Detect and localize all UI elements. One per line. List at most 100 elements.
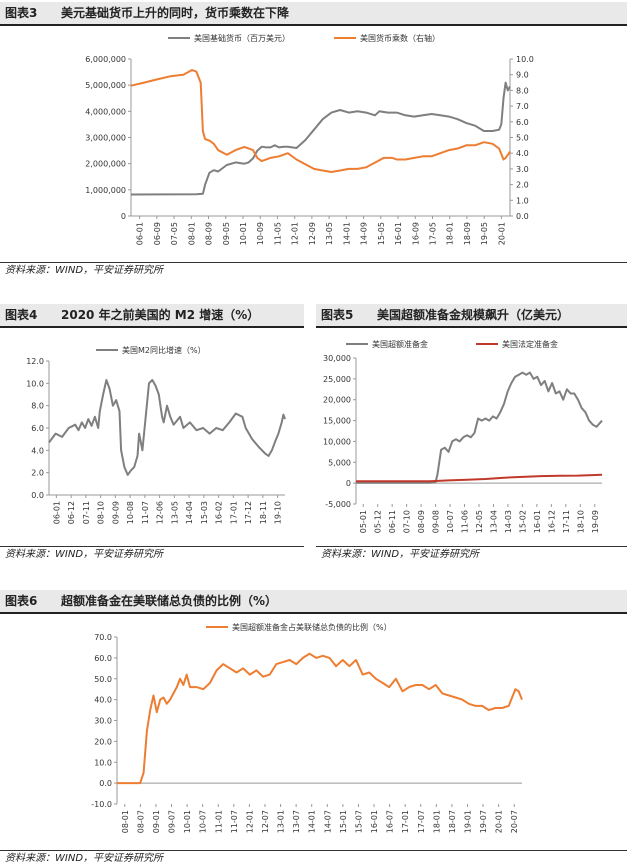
y-tick-label: 30.0 [94, 717, 112, 726]
x-tick-label: 18-07 [448, 810, 457, 833]
y-tick-label: 0 [346, 479, 351, 488]
x-tick-label: 14-01 [308, 810, 317, 833]
y-tick-label: -10.0 [91, 800, 112, 809]
x-tick-label: 12-09 [308, 222, 317, 245]
y-tick-label-right: 4.0 [516, 149, 529, 158]
y-tick-label: 1,000,000 [85, 186, 126, 195]
x-tick-label: 16-01 [533, 510, 542, 533]
y-tick-label: 10,000 [323, 437, 351, 446]
y-tick-label: 5,000,000 [85, 81, 126, 90]
x-tick-label: 14-03 [504, 510, 513, 533]
x-tick-label: 06-01 [52, 501, 61, 524]
y-tick-label-right: 5.0 [516, 134, 529, 143]
y-tick-label: 25,000 [323, 375, 351, 384]
x-tick-label: 05-12 [374, 510, 383, 533]
x-tick-label: 18-11 [259, 501, 268, 524]
y-tick-label: 8.0 [31, 402, 44, 411]
x-tick-label: 10-07 [446, 510, 455, 533]
x-tick-label: 11-05 [273, 222, 282, 245]
y-tick-label-right: 10.0 [516, 55, 534, 64]
x-tick-label: 15-03 [200, 501, 209, 524]
series-line [117, 652, 523, 785]
x-tick-label: 19-05 [480, 222, 489, 245]
x-tick-label: 18-01 [432, 810, 441, 833]
x-tick-label: 07-10 [403, 510, 412, 533]
figure-source: 资料来源：WIND，平安证券研究所 [316, 546, 627, 563]
x-tick-label: 10-07 [199, 810, 208, 833]
y-tick-label: 0 [121, 212, 126, 221]
x-tick-label: 09-09 [111, 501, 120, 524]
x-tick-label: 14-04 [185, 501, 194, 524]
x-tick-label: 12-05 [475, 510, 484, 533]
figure-caption: 美元基础货币上升的同时，货币乘数在下降 [61, 6, 290, 20]
figure-4: 图表4 2020 年之前美国的 M2 增速（%） 0.0 2.0 4.0 6.0 8.0 1… [0, 302, 304, 564]
legend-label: 美国法定准备金 [502, 339, 558, 349]
x-tick-label: 16-09 [411, 222, 420, 245]
y-tick-label-right: 9.0 [516, 71, 529, 80]
chart-m2-growth: 0.0 2.0 4.0 6.0 8.0 10.0 12.0 06-01 06-12 07-11 08… [26, 345, 286, 524]
series-line [48, 379, 286, 476]
x-tick-label: 19-01 [463, 810, 472, 833]
x-tick-label: 15-01 [339, 810, 348, 833]
series-line [130, 69, 511, 173]
x-tick-label: 14-09 [360, 222, 369, 245]
chart-base-money-multiplier: 0 1,000,000 2,000,000 3,000,000 4,000,000 5,0… [85, 33, 534, 245]
figure-title: 图表3 美元基础货币上升的同时，货币乘数在下降 [0, 2, 627, 26]
x-tick-label: 14-07 [323, 810, 332, 833]
x-tick-label: 11-07 [141, 501, 150, 524]
x-tick-label: 06-11 [388, 510, 397, 533]
x-tick-label: 17-01 [229, 501, 238, 524]
series-line [356, 371, 603, 484]
x-tick-label: 13-01 [277, 810, 286, 833]
x-tick-label: 18-01 [446, 222, 455, 245]
y-tick-label: 15,000 [323, 417, 351, 426]
y-tick-label: 70.0 [94, 633, 112, 642]
x-tick-label: 12-07 [261, 810, 270, 833]
y-tick-label-right: 3.0 [516, 165, 529, 174]
x-tick-label: 17-07 [417, 810, 426, 833]
x-tick-label: 19-09 [591, 510, 600, 533]
x-tick-label: 08-09 [417, 510, 426, 533]
series-line [356, 473, 603, 483]
x-tick-label: 08-01 [187, 222, 196, 245]
figure-title: 图表4 2020 年之前美国的 M2 增速（%） [0, 304, 304, 328]
figure-caption: 美国超额准备金规模飙升（亿美元） [377, 308, 570, 322]
y-tick-label: 0.0 [31, 491, 44, 500]
x-tick-label: 16-02 [215, 501, 224, 524]
x-tick-label: 13-05 [170, 501, 179, 524]
legend-label: 美国超额准备金 [372, 339, 428, 349]
x-tick-label: 06-09 [153, 222, 162, 245]
x-tick-label: 16-07 [386, 810, 395, 833]
y-tick-label: 6.0 [31, 424, 44, 433]
y-tick-label: 4,000,000 [85, 107, 126, 116]
legend-label: 美国M2同比增速（%） [122, 345, 206, 355]
x-tick-label: 20-07 [510, 810, 519, 833]
x-tick-label: 08-01 [121, 810, 130, 833]
x-tick-label: 10-08 [126, 501, 135, 524]
x-tick-label: 11-06 [461, 510, 470, 533]
chart-excess-reserves: -5,000 0 5,000 10,000 15,000 20,000 25,000 30,0… [323, 339, 603, 533]
figure-5: 图表5 美国超额准备金规模飙升（亿美元） -5,000 0 5,000 10,000 15… [316, 302, 627, 564]
y-tick-label: 4.0 [31, 446, 44, 455]
figure-title: 图表6 超额准备金在美联储总负债的比例（%） [0, 590, 627, 614]
y-tick-label-right: 8.0 [516, 86, 529, 95]
x-tick-label: 20-01 [497, 222, 506, 245]
x-tick-label: 19-07 [479, 810, 488, 833]
y-tick-label: 60.0 [94, 654, 112, 663]
figure-source: 资料来源：WIND，平安证券研究所 [0, 850, 627, 867]
chart-excess-reserve-ratio: -10.0 0.0 10.0 20.0 30.0 40.0 50.0 60.0 70.0 08-0… [91, 622, 523, 833]
x-tick-label: 15-05 [377, 222, 386, 245]
y-tick-label: 20.0 [94, 737, 112, 746]
figure-number: 图表5 [321, 308, 354, 322]
x-tick-label: 06-01 [136, 222, 145, 245]
legend-label: 美国货币乘数（右轴） [360, 33, 440, 43]
y-tick-label: 3,000,000 [85, 134, 126, 143]
x-tick-label: 08-07 [136, 810, 145, 833]
y-tick-label: -5,000 [325, 500, 351, 509]
x-tick-label: 09-07 [168, 810, 177, 833]
figure-caption: 超额准备金在美联储总负债的比例（%） [61, 594, 278, 608]
x-tick-label: 10-09 [256, 222, 265, 245]
x-tick-label: 13-05 [325, 222, 334, 245]
y-tick-label: 6,000,000 [85, 55, 126, 64]
figure-caption: 2020 年之前美国的 M2 增速（%） [61, 308, 260, 322]
